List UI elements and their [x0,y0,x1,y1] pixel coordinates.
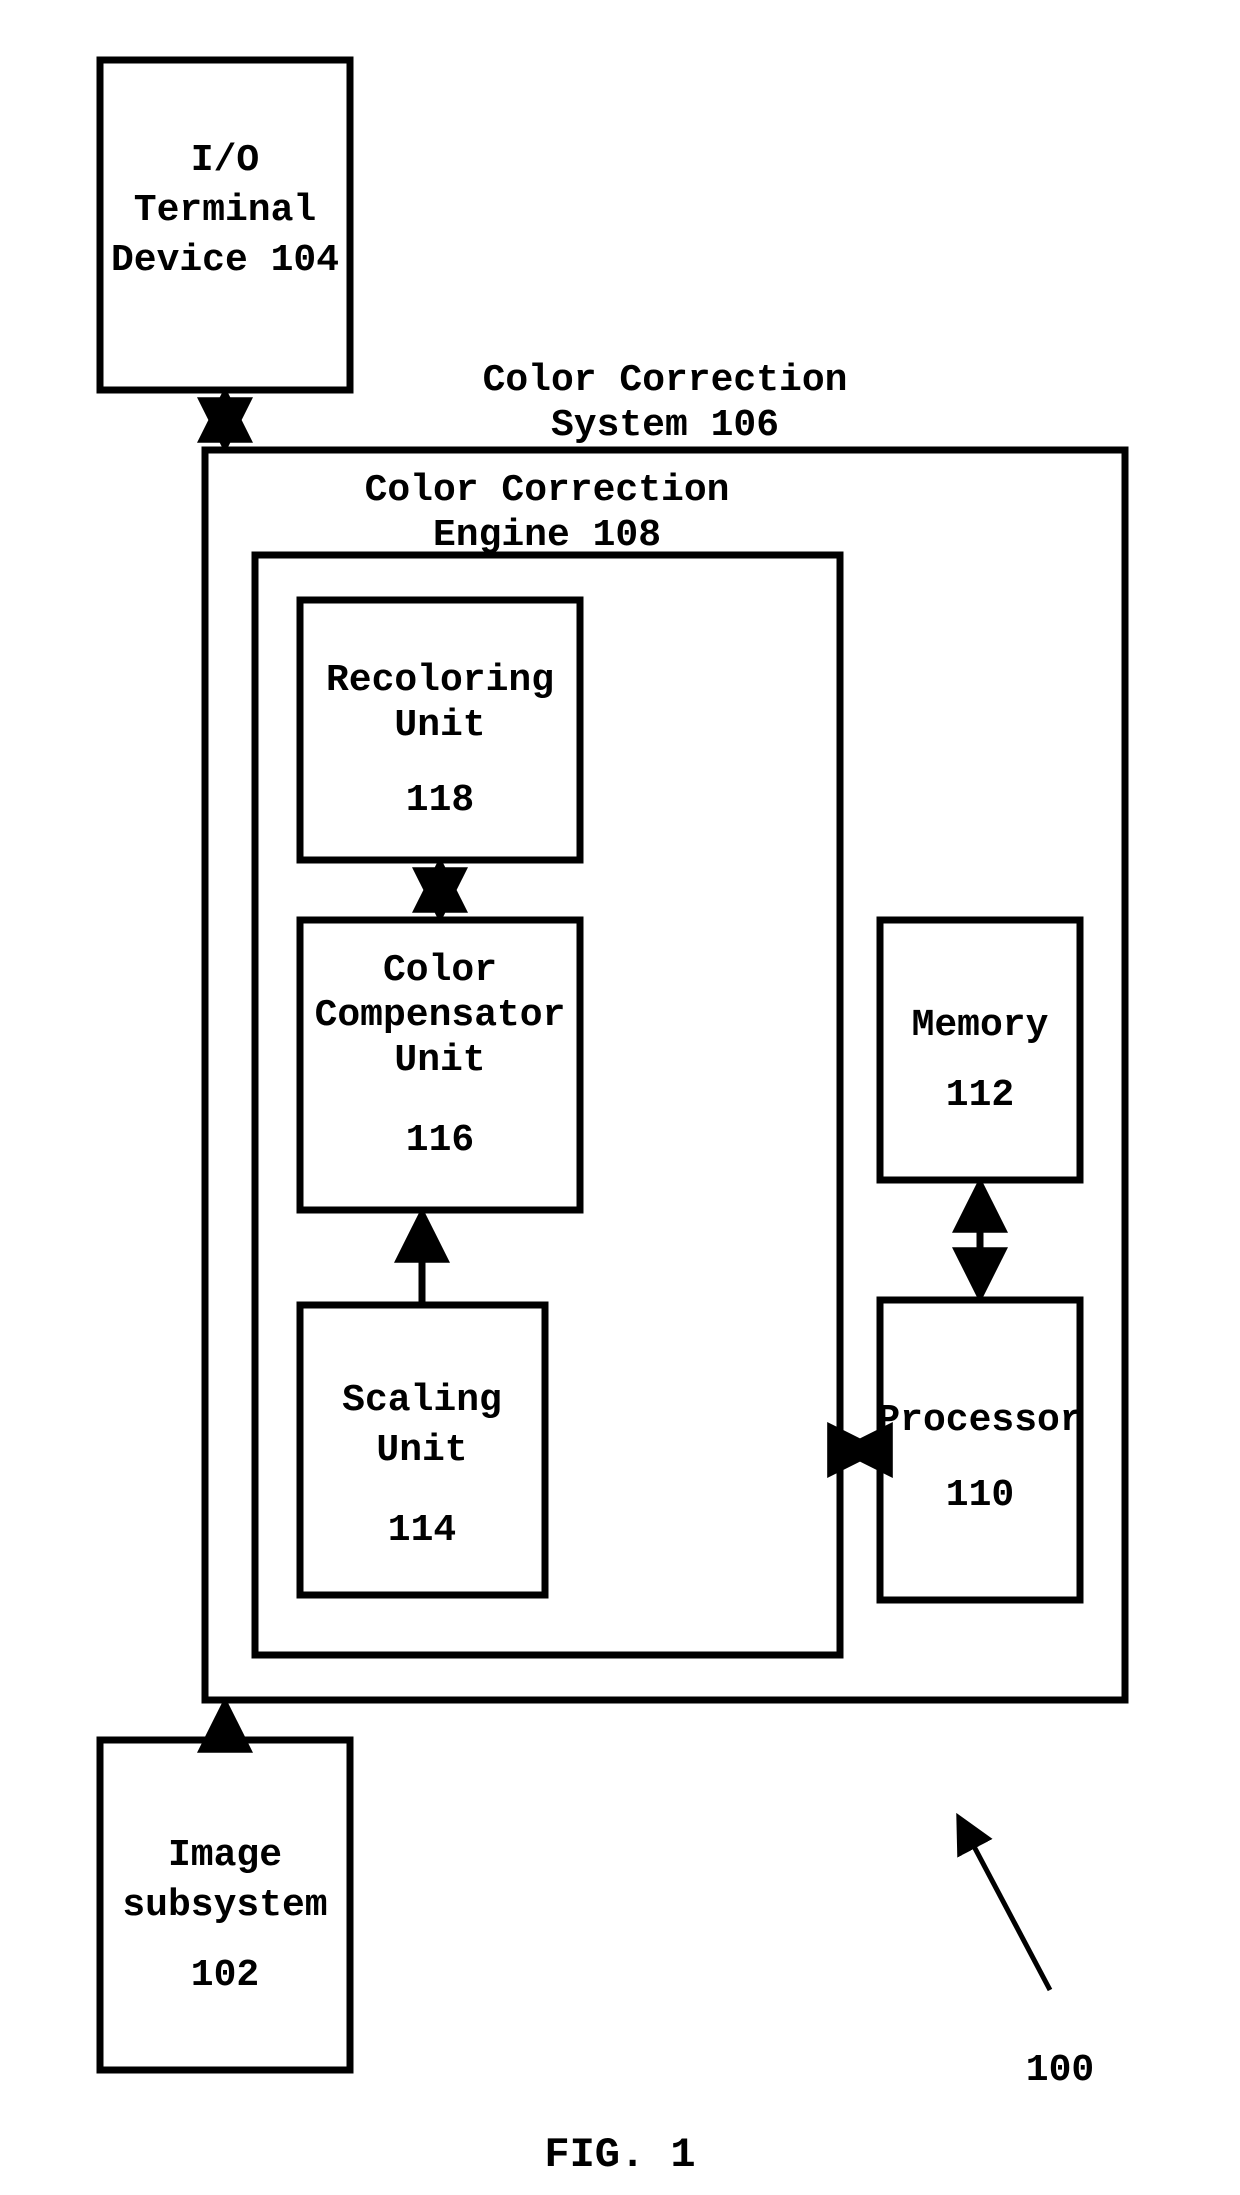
proc-line2: 110 [946,1474,1014,1517]
recolor-line2: Unit [394,704,485,747]
scaling-line1: Scaling [342,1379,502,1422]
io-line1: I/O [191,139,259,182]
mem-line1: Memory [912,1004,1049,1047]
io-line2: Terminal [134,189,316,232]
engine-title-line1: Color Correction [365,469,730,512]
proc-line1: Processor [877,1399,1082,1442]
io-terminal-node: I/O Terminal Device 104 [100,60,350,390]
compensator-unit-node: Color Compensator Unit 116 [300,920,580,1210]
system-number-arrow [960,1820,1050,1990]
system-number-label: 100 [1026,2049,1094,2092]
scaling-unit-node: Scaling Unit 114 [300,1305,545,1595]
recolor-line1: Recoloring [326,659,554,702]
img-line3: 102 [191,1954,259,1997]
img-line1: Image [168,1834,282,1877]
comp-line1: Color [383,949,497,992]
processor-node: Processor 110 [877,1300,1082,1600]
system-title-line2: System 106 [551,404,779,447]
system-title-line1: Color Correction [483,359,848,402]
mem-line2: 112 [946,1074,1014,1117]
image-subsystem-node: Image subsystem 102 [100,1740,350,2070]
memory-node: Memory 112 [880,920,1080,1180]
io-line3: Device 104 [111,239,339,282]
engine-title-line2: Engine 108 [433,514,661,557]
img-line2: subsystem [122,1884,327,1927]
comp-line2: Compensator [315,994,566,1037]
scaling-line2: Unit [376,1429,467,1472]
comp-line3: Unit [394,1039,485,1082]
recoloring-unit-node: Recoloring Unit 118 [300,600,580,860]
figure-caption: FIG. 1 [544,2131,695,2179]
scaling-line3: 114 [388,1509,456,1552]
comp-line4: 116 [406,1119,474,1162]
recolor-line3: 118 [406,779,474,822]
